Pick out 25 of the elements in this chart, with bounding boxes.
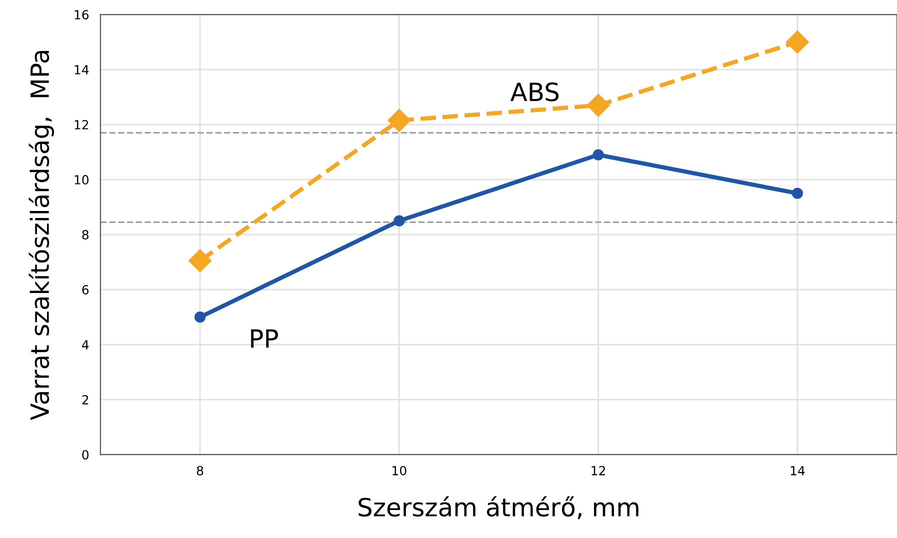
x-axis-title: Szerszám átmérő, mm	[358, 496, 638, 520]
y-tick-label: 6	[82, 285, 89, 295]
point	[792, 188, 803, 199]
y-tick-label: 4	[82, 340, 89, 350]
point	[592, 149, 604, 160]
y-tick-label: 14	[74, 65, 89, 74]
point	[786, 30, 809, 54]
point	[394, 215, 405, 226]
y-tick-label: 0	[82, 450, 89, 460]
y-tick-label: 12	[74, 120, 88, 130]
x-tick-label: 12	[592, 466, 605, 476]
y-tick-label: 2	[82, 395, 88, 404]
x-tick-label: 10	[392, 466, 406, 476]
x-tick-label: 14	[790, 466, 805, 476]
y-tick-label: 16	[74, 10, 89, 20]
y-axis-title: Varrat szakítószilárdság, MPa	[28, 51, 54, 420]
series-label: PP	[251, 329, 278, 348]
point	[586, 94, 610, 117]
point	[388, 108, 411, 132]
point	[188, 249, 212, 272]
x-tick-label: 8	[196, 466, 204, 476]
series-label: ABS	[510, 82, 559, 102]
y-tick-label: 10	[74, 175, 89, 184]
point	[194, 312, 206, 323]
y-tick-label: 8	[82, 230, 88, 240]
